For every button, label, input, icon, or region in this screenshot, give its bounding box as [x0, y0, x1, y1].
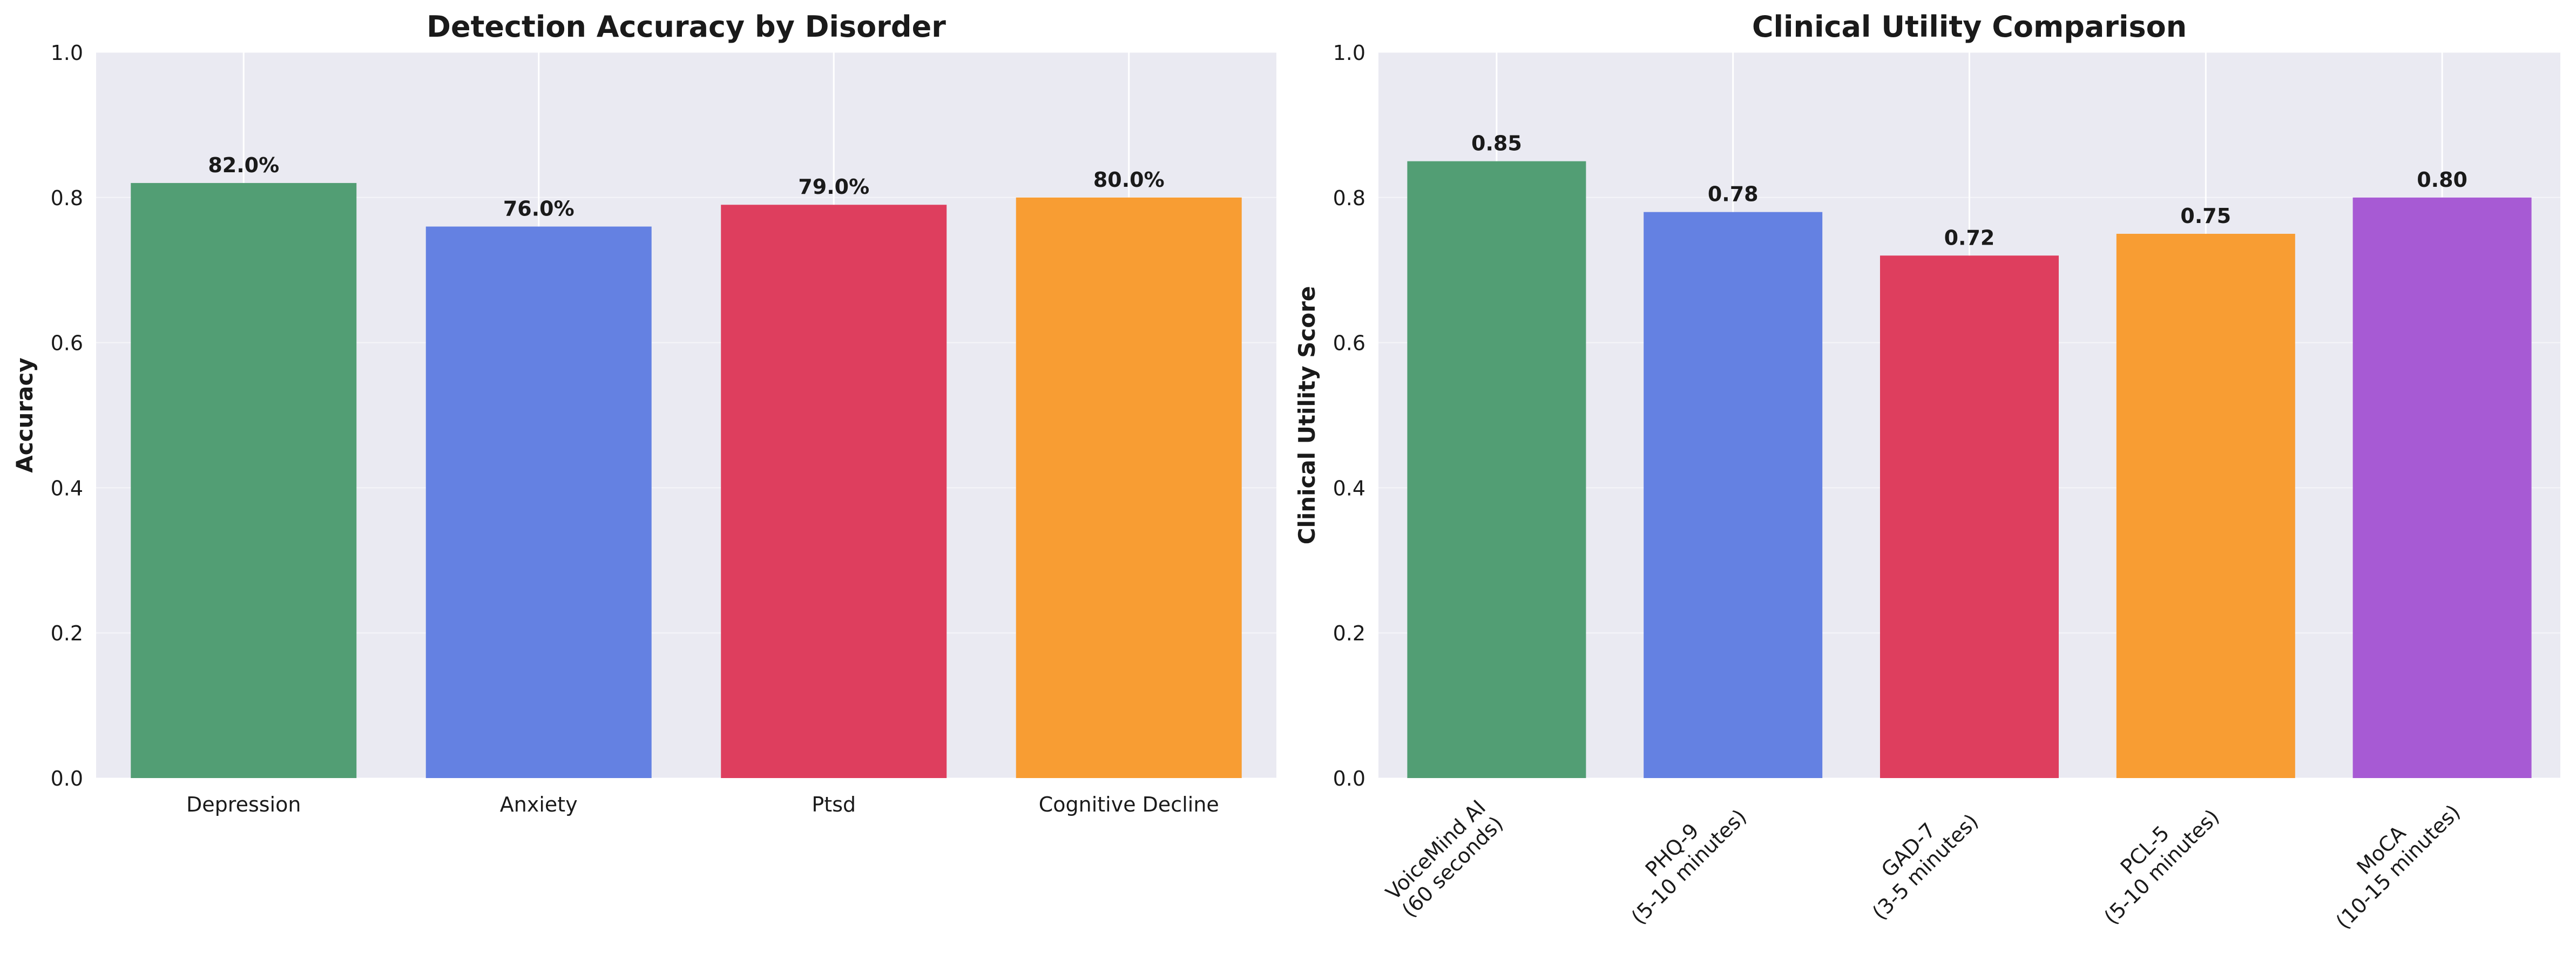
- y-tick-label: 0.2: [1333, 621, 1365, 645]
- bar-value-label: 82.0%: [208, 153, 279, 177]
- y-tick-label: 0.2: [51, 621, 83, 645]
- bar: [2352, 197, 2532, 778]
- bar-value-label: 0.72: [1944, 226, 1995, 249]
- y-tick-label: 0.6: [51, 332, 83, 355]
- chart-title: Detection Accuracy by Disorder: [427, 10, 946, 44]
- bar-value-label: 0.78: [1708, 183, 1759, 206]
- x-tick-label: Depression: [186, 793, 301, 816]
- chart-detection-accuracy: 0.0 0.2 0.4 0.6 0.8 1.0 82.0% Depression 76.0% An…: [11, 10, 1276, 816]
- y-tick-label: 1.0: [51, 41, 83, 65]
- bar: [1880, 255, 2059, 778]
- y-tick-label: 0.6: [1333, 332, 1365, 355]
- x-tick-label: Anxiety: [500, 793, 578, 816]
- y-axis-label: Clinical Utility Score: [1294, 286, 1320, 545]
- bar-value-label: 76.0%: [503, 197, 574, 221]
- bar: [1407, 161, 1586, 779]
- bar-value-label: 80.0%: [1093, 168, 1165, 192]
- chart-title: Clinical Utility Comparison: [1752, 10, 2187, 44]
- y-tick-label: 0.4: [1333, 476, 1365, 500]
- bar-value-label: 79.0%: [798, 175, 869, 199]
- y-tick-label: 0.4: [51, 476, 83, 500]
- bar: [721, 205, 947, 778]
- y-axis-label: Accuracy: [11, 357, 38, 473]
- x-tick-label: Ptsd: [812, 793, 856, 816]
- y-tick-label: 1.0: [1333, 41, 1365, 65]
- y-tick-label: 0.0: [51, 767, 83, 790]
- bar-value-label: 0.85: [1471, 132, 1522, 156]
- x-tick-label: Cognitive Decline: [1039, 793, 1219, 816]
- bar: [2116, 234, 2295, 778]
- bar: [131, 183, 357, 778]
- bar: [1016, 197, 1242, 778]
- y-tick-label: 0.8: [1333, 186, 1365, 210]
- y-tick-label: 0.0: [1333, 767, 1365, 790]
- bar: [1644, 212, 1823, 779]
- bar: [425, 226, 652, 778]
- y-tick-label: 0.8: [51, 186, 83, 210]
- bar-value-label: 0.80: [2417, 168, 2467, 192]
- bar-value-label: 0.75: [2180, 204, 2231, 228]
